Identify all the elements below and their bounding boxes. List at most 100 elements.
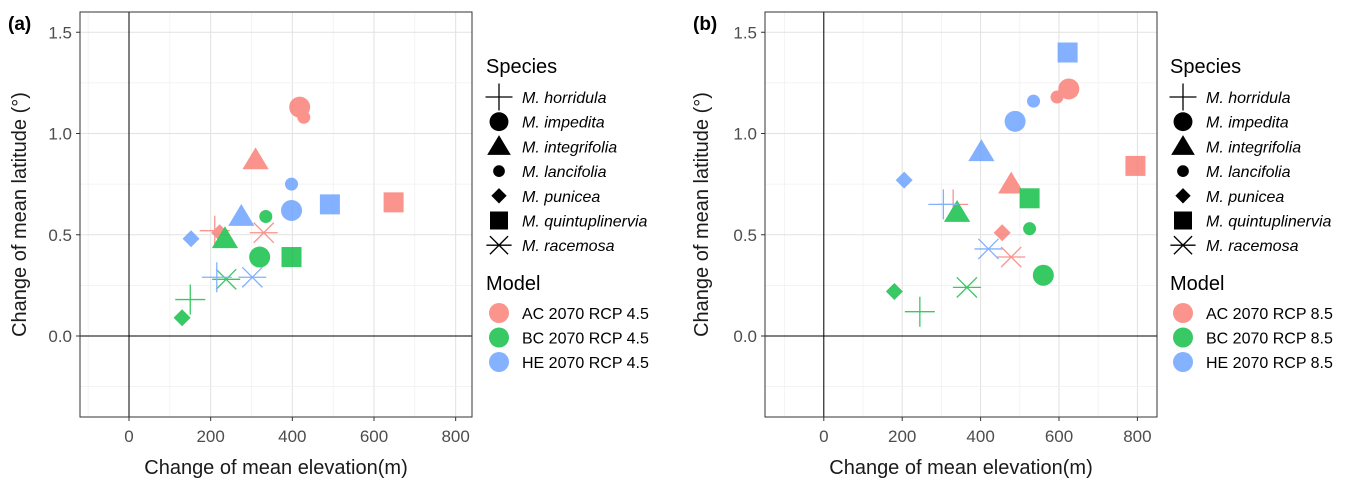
x-axis-title: Change of mean elevation(m) [144,457,407,479]
legend-species-label: M. punicea [1206,189,1284,206]
legend-species-label: M. horridula [522,90,607,107]
y-tick-label: 1.5 [48,23,72,42]
x-axis-title: Change of mean elevation(m) [829,457,1092,479]
legend-key-circle-large [489,112,509,132]
legend-species-label: M. lancifolia [522,164,607,181]
data-point [175,284,206,315]
legend-model-label: AC 2070 RCP 8.5 [1206,306,1333,323]
data-point [1050,90,1064,104]
model-legend-title: Model [1170,273,1224,295]
legend-key-circle [1173,327,1193,348]
legend-species-label: M. lancifolia [1206,164,1291,181]
plot-area [80,12,472,417]
data-point [238,266,267,288]
y-tick-label: 1.5 [733,23,757,42]
data-point [182,230,200,248]
y-tick-label: 0.5 [48,226,72,245]
data-point [895,171,913,189]
x-tick-label: 400 [278,427,306,446]
data-point [201,262,232,293]
y-axis-title: Change of mean latitude (°) [691,92,713,337]
data-point [885,282,903,300]
legend: Species M. horridula M. impedita M. integri… [1169,56,1333,372]
panel-a: 0 200 400 600 800 0.0 0.5 1.0 1.5 Change of mean … [8,11,649,479]
y-tick-label: 0.5 [733,226,757,245]
legend-key-plus [1169,83,1197,111]
model-legend-title: Model [486,273,540,295]
panel-label: (b) [693,14,717,35]
legend-species-label: M. integrifolia [1206,139,1301,156]
data-point [1027,94,1041,108]
legend-key-circle [1173,303,1193,323]
legend-key-circle-small [493,165,505,177]
y-axis-title: Change of mean latitude (°) [9,92,31,337]
data-points [885,42,1146,327]
legend-species-label: M. impedita [1206,115,1289,132]
data-point [285,177,299,191]
legend-model-label: HE 2070 RCP 4.5 [522,355,649,372]
data-points [173,96,404,327]
legend-species-label: M. impedita [522,115,605,132]
data-point [974,238,1003,260]
data-point [281,199,303,221]
data-point [1004,110,1026,132]
legend-species-label: M. quintuplinervia [1206,214,1332,231]
legend-species-label: M. racemosa [1206,238,1299,255]
legend-species-label: M. racemosa [522,238,615,255]
legend-key-square [1174,211,1192,230]
data-point [1032,264,1054,286]
y-tick-label: 0.0 [48,327,72,346]
legend-key-circle [489,303,509,323]
data-point [259,210,273,224]
x-tick-label: 600 [1045,427,1073,446]
data-point [968,139,995,162]
data-point [1057,42,1078,63]
legend-key-circle-large [1173,112,1193,132]
data-point [211,226,239,249]
y-tick-label: 1.0 [733,125,757,144]
legend-species-label: M. horridula [1206,90,1291,107]
legend-species-label: M. punicea [522,189,600,206]
panel-label: (a) [8,14,31,35]
legend-key-circle [1173,352,1193,372]
data-point [943,199,971,222]
data-point [173,309,191,327]
legend-key-diamond [491,188,507,204]
data-point [993,224,1011,242]
species-legend-title: Species [1170,56,1241,78]
x-tick-label: 0 [819,427,828,446]
legend-key-triangle [487,135,511,155]
legend-model-label: AC 2070 RCP 4.5 [522,306,649,323]
legend-key-plus [485,83,513,111]
data-point [952,276,981,298]
data-point [249,222,278,244]
legend-key-triangle [1171,135,1195,155]
legend-key-diamond [1175,188,1191,204]
data-point [904,296,935,327]
data-point [297,110,311,124]
legend-key-circle [489,352,509,372]
data-point [383,192,404,213]
x-tick-label: 200 [888,427,916,446]
data-point [319,194,340,215]
legend-key-circle-small [1177,165,1189,177]
data-point [1023,222,1037,236]
data-point [1019,188,1040,209]
x-tick-label: 800 [1123,427,1151,446]
y-tick-label: 1.0 [48,125,72,144]
data-point [997,246,1026,268]
plot-border [764,11,1158,418]
data-point [1125,155,1146,176]
data-point [228,204,255,226]
data-point [249,246,271,268]
legend: Species M. horridula M. impedita M. integri… [485,56,649,372]
legend-model-label: BC 2070 RCP 4.5 [522,331,649,348]
legend-key-asterisk [1170,235,1196,255]
species-legend-title: Species [486,56,557,78]
plot-border [79,11,473,418]
legend-key-square [490,211,508,230]
y-tick-label: 0.0 [733,327,757,346]
data-point [242,147,269,170]
data-point [928,189,959,220]
